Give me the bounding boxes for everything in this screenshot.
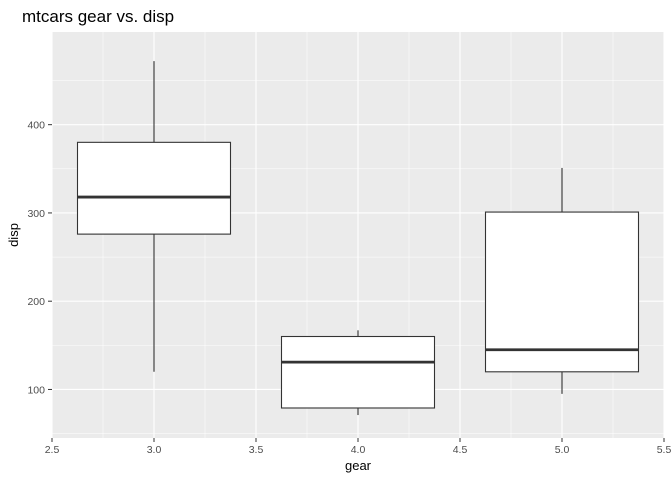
box-gear-5 — [484, 167, 640, 394]
x-tick-label: 5.0 — [555, 444, 570, 456]
chart-title: mtcars gear vs. disp — [22, 7, 174, 26]
box-gear-4 — [280, 330, 436, 416]
y-tick-label: 100 — [27, 384, 45, 396]
iqr-box — [484, 211, 640, 373]
x-axis-title: gear — [345, 458, 372, 473]
iqr-box — [280, 335, 436, 409]
x-tick-label: 5.5 — [657, 444, 672, 456]
y-tick-label: 200 — [27, 296, 45, 308]
y-tick-label: 400 — [27, 120, 45, 132]
x-tick-label: 4.0 — [351, 444, 366, 456]
boxes — [76, 61, 640, 416]
x-tick-label: 2.5 — [45, 444, 60, 456]
x-tick-label: 4.5 — [453, 444, 468, 456]
y-axis-title: disp — [6, 223, 21, 247]
iqr-box — [76, 141, 232, 235]
x-tick-label: 3.5 — [249, 444, 264, 456]
y-tick-label: 300 — [27, 208, 45, 220]
axes: 2.5 3.0 3.5 4.0 4.5 5.0 5.5 100 200 300 400 — [27, 120, 671, 456]
x-tick-label: 3.0 — [147, 444, 162, 456]
box-gear-3 — [76, 61, 232, 372]
